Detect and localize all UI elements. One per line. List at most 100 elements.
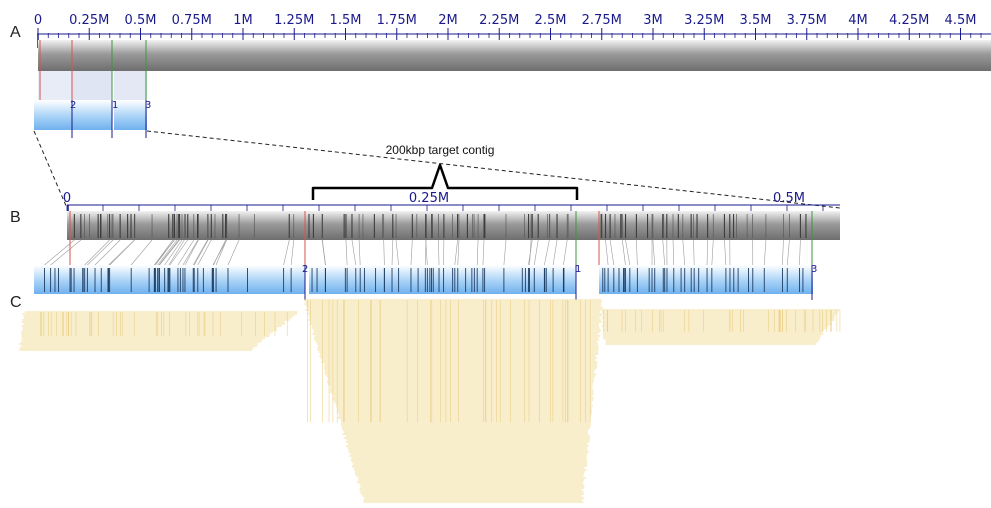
connector-line bbox=[94, 239, 121, 266]
ruler-a-tick-label: 3.75M bbox=[787, 13, 827, 28]
connector-line bbox=[605, 239, 609, 266]
connector-line bbox=[44, 239, 75, 266]
connector-line bbox=[158, 239, 179, 266]
connector-line bbox=[321, 239, 326, 266]
connector-line bbox=[358, 239, 361, 266]
connector-line bbox=[182, 239, 199, 266]
connector-line bbox=[351, 239, 357, 266]
contig-b-3 bbox=[599, 265, 813, 294]
alignment-band-a1 bbox=[38, 71, 72, 100]
connector-line bbox=[157, 239, 178, 266]
connector-line bbox=[682, 239, 685, 266]
connector-line bbox=[693, 239, 695, 266]
ruler-a-labels: 0 0.25M 0.5M 0.75M 1M 1.25M 1.5M 1.75M 2M 2.25M 2.… bbox=[34, 13, 977, 28]
reference-bar-b bbox=[67, 211, 840, 240]
connector-line bbox=[533, 239, 539, 266]
connector-line bbox=[724, 239, 727, 266]
contig-a-left bbox=[34, 100, 112, 130]
contig-a-label-3: 3 bbox=[145, 100, 151, 111]
ruler-a-tick-label: 3.25M bbox=[684, 13, 724, 28]
ruler-b-tick-label-1: 0.25M bbox=[409, 191, 449, 206]
ruler-a-tick-label: 0.75M bbox=[172, 13, 212, 28]
ruler-a-tick-label: 2.25M bbox=[479, 13, 519, 28]
target-contig-annotation: 200kbp target contig bbox=[386, 143, 495, 157]
connector-line bbox=[108, 239, 135, 266]
connector-line bbox=[227, 239, 240, 266]
alignment-band-a2 bbox=[72, 71, 112, 100]
ruler-a-tick-label: 0.25M bbox=[69, 13, 109, 28]
connector-line bbox=[213, 239, 226, 266]
connector-line bbox=[50, 239, 82, 266]
connector-line bbox=[290, 239, 295, 266]
connector-line bbox=[410, 239, 413, 266]
connector-line bbox=[184, 239, 199, 266]
connector-line bbox=[454, 239, 458, 266]
connector-line bbox=[192, 239, 208, 266]
ruler-b-ticks bbox=[66, 205, 824, 211]
connector-line bbox=[177, 239, 195, 266]
connector-line bbox=[193, 239, 209, 266]
ruler-a-tick-label: 3M bbox=[643, 13, 663, 28]
connector-line bbox=[672, 239, 675, 266]
ruler-a-tick-label: 1.5M bbox=[330, 13, 362, 28]
ruler-b-tick-label-2: 0.5M bbox=[773, 191, 805, 206]
contig-a-label-1: 1 bbox=[112, 100, 118, 111]
ruler-a-tick-label: 0 bbox=[34, 13, 42, 28]
zoom-line-right bbox=[146, 130, 841, 209]
alignment-connectors-b bbox=[44, 211, 813, 266]
connector-line bbox=[711, 239, 714, 266]
connector-line bbox=[544, 239, 550, 266]
panel-label-a: A bbox=[10, 24, 21, 41]
connector-line bbox=[169, 239, 188, 266]
connector-line bbox=[636, 239, 638, 266]
ruler-a-tick-label: 2.5M bbox=[535, 13, 567, 28]
connector-line bbox=[84, 239, 110, 266]
connector-line bbox=[652, 239, 656, 266]
ruler-a-tick-label: 2.75M bbox=[582, 13, 622, 28]
connector-line bbox=[87, 239, 114, 266]
connector-line bbox=[168, 239, 185, 266]
connector-line bbox=[786, 239, 790, 266]
ruler-a-tick-label: 0.5M bbox=[125, 13, 157, 28]
connector-line bbox=[197, 239, 212, 266]
ruler-a-tick-label: 4.5M bbox=[945, 13, 977, 28]
ruler-b-tick-label-0: 0 bbox=[63, 191, 71, 206]
connector-line bbox=[706, 239, 708, 266]
connector-line bbox=[159, 239, 180, 266]
ruler-a: 0 0.25M 0.5M 0.75M 1M 1.25M 1.5M 1.75M 2M 2.25M 2.… bbox=[34, 13, 991, 54]
read-pileup bbox=[18, 299, 841, 503]
contig-b-alignment-marks bbox=[44, 268, 804, 292]
connector-line bbox=[552, 239, 558, 266]
ruler-a-tick-label: 1.75M bbox=[377, 13, 417, 28]
ruler-a-tick-label: 3.5M bbox=[740, 13, 772, 28]
ruler-a-tick-label: 4.25M bbox=[889, 13, 929, 28]
connector-line bbox=[154, 239, 174, 266]
connector-line bbox=[763, 239, 767, 266]
connector-line bbox=[662, 239, 666, 266]
connector-line bbox=[283, 239, 290, 266]
connector-line bbox=[215, 239, 227, 266]
ruler-a-tick-label: 2M bbox=[438, 13, 458, 28]
connector-line bbox=[395, 239, 399, 266]
panel-label-b: B bbox=[10, 209, 21, 226]
contig-b-label-3: 3 bbox=[811, 264, 817, 275]
connector-line bbox=[609, 239, 615, 266]
connector-line bbox=[164, 239, 183, 266]
connector-line bbox=[457, 239, 460, 266]
contig-a-label-2: 2 bbox=[70, 100, 76, 111]
connector-line bbox=[622, 239, 626, 266]
connector-line bbox=[438, 239, 440, 266]
connector-line bbox=[476, 239, 479, 266]
connector-line bbox=[799, 239, 801, 266]
reference-b-alignment-marks bbox=[73, 214, 807, 238]
connector-line bbox=[482, 239, 485, 266]
panel-label-c: C bbox=[10, 294, 22, 311]
reference-bar-a bbox=[38, 40, 991, 71]
connector-line bbox=[625, 239, 631, 266]
ruler-b: 0 0.25M 0.5M 1 bbox=[63, 191, 840, 222]
ruler-a-tick-label: 4M bbox=[848, 13, 868, 28]
ruler-a-tick-label: 1.25M bbox=[274, 13, 314, 28]
connector-line bbox=[528, 239, 533, 266]
contig-b-1 bbox=[309, 265, 576, 294]
